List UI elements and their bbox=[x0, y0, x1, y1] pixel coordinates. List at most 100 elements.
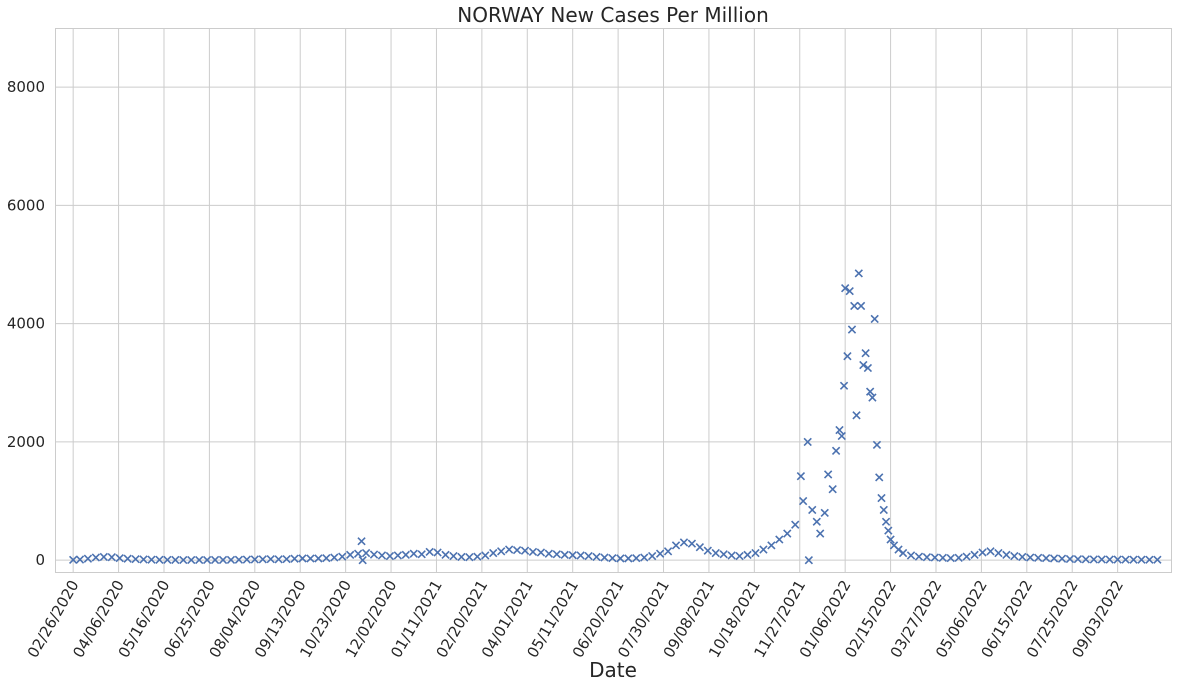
data-point bbox=[91, 553, 101, 562]
data-point bbox=[946, 553, 955, 563]
data-point bbox=[1065, 554, 1075, 564]
data-point bbox=[1145, 555, 1154, 564]
data-point bbox=[107, 553, 116, 562]
data-point bbox=[1113, 555, 1122, 564]
x-tick-labels: 02/26/202004/06/202005/16/202006/25/2020… bbox=[24, 577, 1127, 661]
data-point bbox=[703, 546, 712, 555]
data-point bbox=[1097, 555, 1106, 564]
data-point bbox=[520, 546, 530, 555]
data-point bbox=[99, 552, 108, 562]
data-point bbox=[473, 552, 482, 561]
data-point bbox=[663, 547, 673, 556]
data-point bbox=[828, 485, 837, 494]
data-point bbox=[1137, 555, 1146, 564]
data-point bbox=[877, 493, 886, 503]
data-point bbox=[409, 549, 418, 558]
data-point bbox=[68, 555, 78, 565]
data-point bbox=[592, 552, 601, 562]
data-point bbox=[816, 529, 825, 538]
data-point bbox=[560, 550, 569, 560]
data-point bbox=[695, 542, 705, 552]
data-point bbox=[226, 555, 236, 565]
data-point bbox=[584, 551, 593, 561]
data-point bbox=[898, 548, 908, 558]
data-point bbox=[884, 526, 893, 535]
data-point bbox=[274, 555, 283, 564]
data-point bbox=[1041, 553, 1051, 563]
data-point bbox=[608, 553, 617, 563]
data-point bbox=[322, 553, 331, 563]
data-point bbox=[171, 555, 180, 565]
data-point bbox=[512, 545, 522, 555]
data-point bbox=[845, 286, 854, 296]
data-point bbox=[147, 555, 156, 564]
data-point bbox=[751, 548, 760, 558]
y-tick-label: 4000 bbox=[7, 315, 45, 333]
data-point bbox=[338, 552, 347, 561]
data-point bbox=[298, 554, 307, 563]
data-point bbox=[854, 269, 863, 278]
data-point bbox=[377, 551, 387, 560]
data-point bbox=[735, 551, 744, 561]
data-point bbox=[361, 548, 371, 558]
y-tick-labels: 0 2000 4000 6000 8000 bbox=[7, 78, 45, 569]
data-point bbox=[504, 545, 514, 554]
data-point bbox=[616, 554, 625, 563]
data-point bbox=[481, 551, 490, 560]
data-point bbox=[872, 440, 882, 450]
data-point bbox=[808, 505, 817, 515]
data-point bbox=[1081, 555, 1091, 564]
data-point bbox=[804, 556, 814, 565]
data-point bbox=[1073, 554, 1083, 564]
data-point bbox=[743, 550, 752, 560]
data-point bbox=[632, 553, 641, 563]
data-point bbox=[357, 537, 366, 546]
data-point bbox=[930, 553, 940, 562]
data-point bbox=[1018, 552, 1027, 562]
data-point bbox=[835, 425, 844, 435]
data-point bbox=[576, 551, 585, 560]
data-point bbox=[767, 541, 776, 550]
y-tick-label: 8000 bbox=[7, 78, 45, 96]
data-point bbox=[837, 431, 846, 441]
data-point bbox=[624, 554, 633, 563]
data-point bbox=[465, 553, 474, 562]
data-point bbox=[457, 552, 466, 562]
data-point bbox=[812, 517, 821, 526]
data-point bbox=[163, 555, 172, 565]
y-tick-label: 0 bbox=[35, 551, 45, 569]
data-point bbox=[218, 555, 228, 565]
data-point bbox=[1002, 550, 1011, 560]
data-point bbox=[847, 325, 857, 334]
data-point bbox=[868, 393, 877, 402]
data-point bbox=[544, 549, 554, 558]
data-point bbox=[1121, 555, 1130, 564]
data-point bbox=[843, 352, 852, 361]
data-point bbox=[640, 553, 649, 562]
data-point bbox=[75, 555, 85, 564]
data-point bbox=[655, 549, 665, 558]
data-point bbox=[671, 541, 681, 550]
data-point bbox=[791, 520, 800, 529]
data-point bbox=[179, 555, 188, 565]
data-point bbox=[536, 548, 546, 557]
data-point bbox=[290, 554, 299, 563]
data-point bbox=[839, 381, 849, 390]
data-point bbox=[875, 473, 884, 482]
data-point bbox=[994, 548, 1003, 558]
data-point bbox=[358, 556, 367, 565]
data-point bbox=[914, 552, 924, 561]
data-point bbox=[1026, 553, 1035, 562]
data-point bbox=[803, 437, 812, 447]
data-point bbox=[861, 349, 870, 358]
grid-layer bbox=[55, 28, 1171, 572]
data-point bbox=[441, 550, 450, 560]
data-point bbox=[859, 360, 868, 370]
data-point bbox=[863, 363, 873, 373]
data-point bbox=[314, 554, 323, 563]
data-point bbox=[856, 301, 866, 311]
data-point bbox=[850, 301, 859, 311]
data-point bbox=[393, 551, 403, 560]
data-point bbox=[1057, 554, 1067, 563]
data-point bbox=[250, 555, 259, 564]
